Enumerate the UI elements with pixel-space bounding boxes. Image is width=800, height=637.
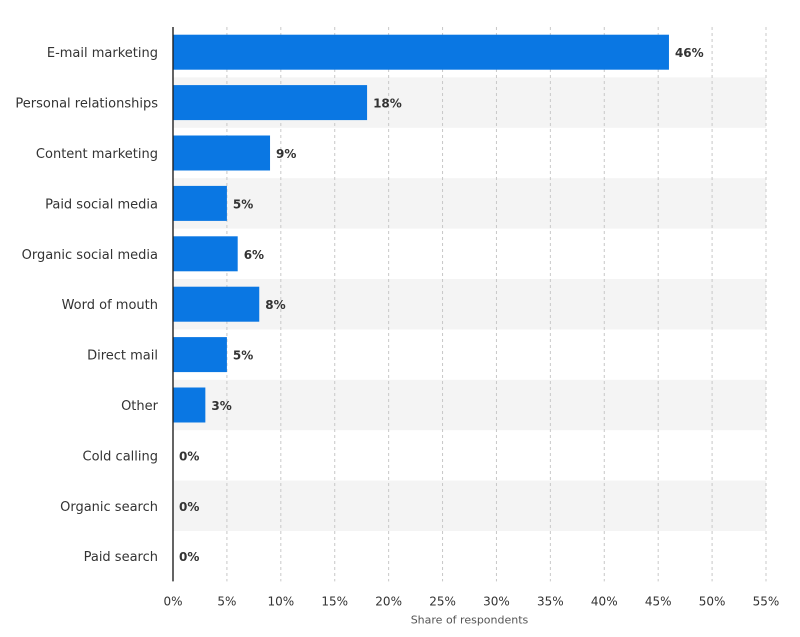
x-axis-title: Share of respondents xyxy=(411,613,529,626)
bar xyxy=(173,387,206,423)
bar xyxy=(173,185,227,221)
row-band xyxy=(173,279,766,330)
row-band xyxy=(173,379,766,431)
bars xyxy=(173,34,669,423)
bar xyxy=(173,85,368,121)
value-label: 0% xyxy=(179,550,199,564)
value-label: 5% xyxy=(233,197,253,211)
x-tick-label: 55% xyxy=(753,594,780,608)
bar xyxy=(173,337,227,373)
bar xyxy=(173,34,669,70)
value-label: 9% xyxy=(276,147,296,161)
row-band xyxy=(173,480,766,531)
value-label: 6% xyxy=(244,248,264,262)
row-bands xyxy=(173,77,766,531)
category-label: Paid social media xyxy=(45,197,158,212)
category-label: Cold calling xyxy=(83,449,158,464)
x-tick-label: 10% xyxy=(267,594,294,608)
value-label: 0% xyxy=(179,500,199,514)
x-tick-label: 40% xyxy=(591,594,618,608)
x-tick-label: 15% xyxy=(321,594,348,608)
row-band xyxy=(173,178,766,229)
category-label: Organic search xyxy=(60,500,158,515)
x-tick-label: 45% xyxy=(645,594,672,608)
category-label: E-mail marketing xyxy=(47,46,158,61)
category-label: Other xyxy=(121,399,159,414)
category-label: Word of mouth xyxy=(62,298,158,313)
value-label: 0% xyxy=(179,449,199,463)
value-label: 46% xyxy=(675,46,704,60)
value-label: 3% xyxy=(211,399,231,413)
x-tick-labels: 0% 5% 10% 15% 20% 25% 30% 35% 40% 45% 50% 55% xyxy=(163,594,779,608)
category-label: Organic social media xyxy=(22,248,158,263)
value-label: 8% xyxy=(265,298,285,312)
gridlines xyxy=(226,27,767,582)
x-tick-label: 0% xyxy=(163,594,182,608)
category-label: Paid search xyxy=(84,550,158,565)
value-label: 5% xyxy=(233,349,253,363)
category-label: Personal relationships xyxy=(15,97,158,112)
x-tick-label: 35% xyxy=(537,594,564,608)
category-labels: E-mail marketing Personal relationships Co… xyxy=(15,46,158,565)
x-tick-label: 20% xyxy=(375,594,402,608)
x-tick-label: 30% xyxy=(483,594,510,608)
category-label: Direct mail xyxy=(87,349,158,364)
category-label: Content marketing xyxy=(36,147,158,162)
bar xyxy=(173,286,260,322)
bar xyxy=(173,236,238,272)
value-labels: 46% 18% 9% 5% 6% 8% 5% 3% 0% 0% 0% xyxy=(179,46,704,564)
x-tick-label: 25% xyxy=(429,594,456,608)
bar xyxy=(173,135,271,171)
x-tick-label: 50% xyxy=(699,594,726,608)
value-label: 18% xyxy=(373,97,402,111)
x-tick-label: 5% xyxy=(217,594,236,608)
